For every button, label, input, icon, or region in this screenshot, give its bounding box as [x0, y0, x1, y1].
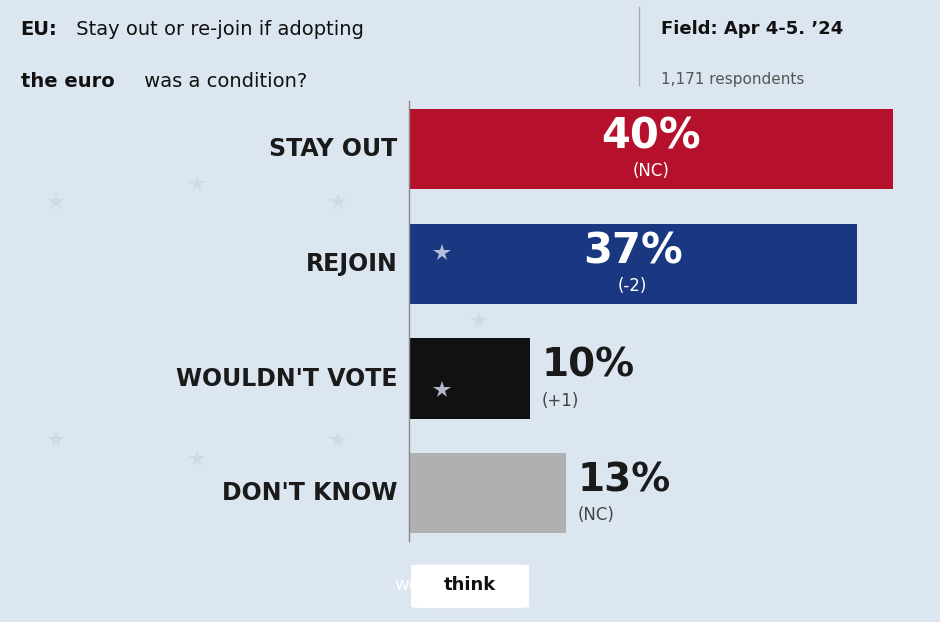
- Text: (NC): (NC): [577, 506, 615, 524]
- FancyBboxPatch shape: [409, 453, 566, 533]
- Text: (NC): (NC): [633, 162, 669, 180]
- Text: (-2): (-2): [619, 277, 648, 295]
- Text: 10%: 10%: [541, 346, 634, 385]
- Text: the euro: the euro: [21, 72, 115, 91]
- Text: EU:: EU:: [21, 21, 57, 39]
- Text: we: we: [394, 576, 420, 594]
- Text: Field: Apr 4-5. ’24: Field: Apr 4-5. ’24: [661, 21, 843, 38]
- Text: 37%: 37%: [583, 230, 682, 272]
- Text: Stay out or re-join if adopting: Stay out or re-join if adopting: [70, 21, 365, 39]
- Text: (+1): (+1): [541, 392, 579, 409]
- FancyBboxPatch shape: [409, 338, 530, 419]
- FancyBboxPatch shape: [409, 224, 856, 304]
- FancyBboxPatch shape: [409, 109, 893, 190]
- Text: think: think: [444, 576, 496, 594]
- Text: DON'T KNOW: DON'T KNOW: [222, 481, 398, 505]
- Text: was a condition?: was a condition?: [138, 72, 307, 91]
- Text: REJOIN: REJOIN: [306, 252, 398, 276]
- Text: 40%: 40%: [602, 116, 700, 157]
- Text: 13%: 13%: [577, 462, 671, 499]
- Text: WOULDN'T VOTE: WOULDN'T VOTE: [176, 366, 398, 391]
- FancyBboxPatch shape: [412, 565, 528, 607]
- Text: STAY OUT: STAY OUT: [270, 137, 398, 161]
- Text: 1,171 respondents: 1,171 respondents: [661, 72, 805, 87]
